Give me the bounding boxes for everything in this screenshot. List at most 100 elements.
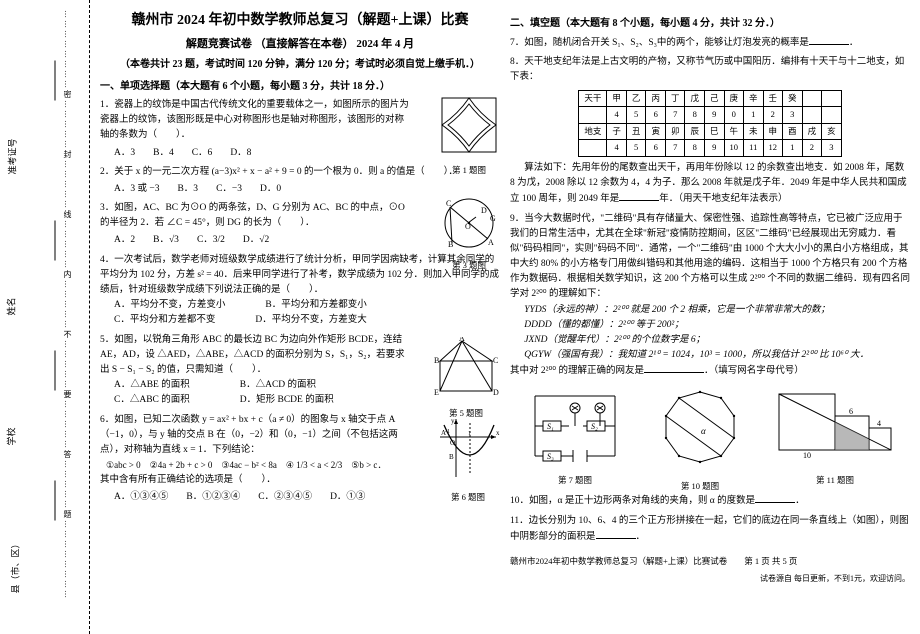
q11-caption: 第 11 题图 xyxy=(775,474,895,488)
q9-line4: QGYW（强国有我）：我知道 2¹⁰ = 1024，10³ = 1000，所以我… xyxy=(510,348,910,363)
svg-text:D: D xyxy=(493,388,499,397)
question-7: 7．如图，随机闭合开关 S₁、S₂、S₃中的两个，能够让灯泡发亮的概率是． xyxy=(510,35,910,51)
q6-opt-a: A．①③④⑤ xyxy=(114,490,168,505)
svg-text:-1: -1 xyxy=(445,429,450,435)
q5-opt-d: D．矩形 BCDE 的面积 xyxy=(240,393,334,408)
q5-stem: 5．如图，以锐角三角形 ABC 的最长边 BC 为边向外作矩形 BCDE，连结 … xyxy=(100,333,410,379)
q8-blank xyxy=(619,191,659,201)
svg-text:E: E xyxy=(434,388,439,397)
q3-opt-d: D．√2 xyxy=(243,233,269,248)
q4-opt-b: B．平均分和方差都变小 xyxy=(265,298,366,313)
q5-opt-c: C．△ABC 的面积 xyxy=(114,393,190,408)
question-6: 6．如图，已知二次函数 y = ax² + bx + c（a ≠ 0）的图象与 … xyxy=(100,413,500,505)
q10-blank xyxy=(755,493,795,503)
page-right: 二、填空题（本大题有 8 个小题，每小题 4 分，共计 32 分．） 7．如图，… xyxy=(510,10,910,585)
q10-stem: 10．如图，α 是正十边形两条对角线的夹角，则 α 的度数是 xyxy=(510,496,755,506)
section1-title: 一、单项选择题（本大题有 6 个小题，每小题 3 分，共计 18 分．） xyxy=(100,79,500,95)
q3-stem: 3．如图，AC、BC 为⊙O 的两条弦，D、G 分别为 AC、BC 的中点，⊙O… xyxy=(100,201,410,231)
seal-line-text: ……………………密……………封……………线……………内……………不……………要…… xyxy=(62,10,73,610)
footer-right: 试卷源自 每日更新，不到1元，欢迎访问。 xyxy=(510,573,910,586)
q2-opt-a: A．3 或 −3 xyxy=(114,182,159,197)
q3-opt-c: C．3/2 xyxy=(197,233,225,248)
q7-figure: S₁ S₂ S₃ 第 7 题图 xyxy=(525,386,625,494)
q2-opt-c: C．−3 xyxy=(216,182,242,197)
section2-title: 二、填空题（本大题有 8 个小题，每小题 4 分，共计 32 分．） xyxy=(510,16,910,32)
page-left: 赣州市 2024 年初中数学教师总复习（解题+上课）比赛 解题竞赛试卷 （直接解… xyxy=(100,10,500,509)
question-1: 1．瓷器上的纹饰是中国古代传统文化的重要载体之一，如图所示的图片为瓷器上的纹饰，… xyxy=(100,98,500,161)
table-row: 4567890123 xyxy=(579,107,841,124)
q4-opt-c: C．平均分和方差都不变 xyxy=(114,313,215,328)
table-row: 456789101112123 xyxy=(579,140,841,157)
q3-opt-a: A．2 xyxy=(114,233,135,248)
binding-line xyxy=(55,481,56,521)
svg-text:1: 1 xyxy=(468,431,471,437)
svg-text:A: A xyxy=(459,337,465,343)
binding-line xyxy=(55,351,56,391)
svg-text:C: C xyxy=(446,199,451,208)
q9-line1: YYDS（永远的神）：2²⁰⁰ 就是 200 个 2 相乘，它是一个非常非常大的… xyxy=(510,303,910,318)
binding-label-county: 县（市、区） xyxy=(9,539,22,593)
q11-stem: 11．边长分别为 10、6、4 的三个正方形拼接在一起，它们的底边在同一条直线上… xyxy=(510,516,909,542)
page-footer: 赣州市2024年初中数学教师总复习（解题+上课）比赛试卷 第 1 页 共 5 页 xyxy=(510,555,910,569)
q1-stem: 1．瓷器上的纹饰是中国古代传统文化的重要载体之一，如图所示的图片为瓷器上的纹饰，… xyxy=(100,98,410,144)
binding-margin: 县（市、区） 学校 姓名 准考证号 ……………………密……………封……………线…… xyxy=(0,0,90,634)
q1-opt-d: D．8 xyxy=(230,146,251,161)
q10-figure: α 第 10 题图 xyxy=(655,386,745,494)
svg-text:B: B xyxy=(448,240,453,249)
question-4: 4．一次考试后，数学老师对班级数学成绩进行了统计分析，甲同学因病缺考，计算其余同… xyxy=(100,253,500,329)
q4-options: A．平均分不变，方差变小 B．平均分和方差都变小 C．平均分和方差都不变 D．平… xyxy=(114,298,500,328)
svg-text:A: A xyxy=(488,238,494,247)
q2-opt-d: D．0 xyxy=(260,182,281,197)
question-8: 8．天干地支纪年法是上古文明的产物，又称节气历或中国阳历．编排有十天干与十二地支… xyxy=(510,55,910,207)
q5-figure: A B C D E 第 5 题图 xyxy=(432,337,500,421)
q5-opt-a: A．△ABE 的面积 xyxy=(114,378,190,393)
q8-stem: 8．天干地支纪年法是上古文明的产物，又称节气历或中国阳历．编排有十天干与十二地支… xyxy=(510,55,910,85)
svg-text:x: x xyxy=(496,429,500,437)
binding-label-school: 学校 xyxy=(5,427,18,445)
q6-stem: 6．如图，已知二次函数 y = ax² + bx + c（a ≠ 0）的图象与 … xyxy=(100,413,410,459)
question-5: 5．如图，以锐角三角形 ABC 的最长边 BC 为边向外作矩形 BCDE，连结 … xyxy=(100,333,500,409)
q2-stem: 2．关于 x 的一元二次方程 (a−3)x² + x − a² + 9 = 0 … xyxy=(100,165,500,180)
svg-text:10: 10 xyxy=(803,451,811,460)
binding-line xyxy=(55,221,56,261)
table-row: 地支子丑寅卯辰巳午未申酉戌亥 xyxy=(579,123,841,140)
q4-opt-d: D．平均分不变，方差变大 xyxy=(255,313,366,328)
q9-blank xyxy=(644,363,704,373)
svg-text:S₁: S₁ xyxy=(547,422,554,431)
q10-caption: 第 10 题图 xyxy=(655,480,745,494)
svg-text:C: C xyxy=(493,356,498,365)
question-3: 3．如图，AC、BC 为⊙O 的两条弦，D、G 分别为 AC、BC 的中点，⊙O… xyxy=(100,201,500,249)
svg-text:B: B xyxy=(449,453,454,461)
q2-opt-b: B．3 xyxy=(177,182,198,197)
q9-p1: 9．当今大数据时代，"二维码"具有存储量大、保密性强、追踪性高等特点，它已被广泛… xyxy=(510,212,910,303)
svg-text:y: y xyxy=(451,417,455,425)
q7-caption: 第 7 题图 xyxy=(525,474,625,488)
svg-text:D: D xyxy=(481,206,487,215)
q4-opt-a: A．平均分不变，方差变小 xyxy=(114,298,225,313)
q11-blank xyxy=(596,529,636,539)
q1-opt-a: A．3 xyxy=(114,146,135,161)
svg-text:S₂: S₂ xyxy=(591,422,598,431)
q4-stem: 4．一次考试后，数学老师对班级数学成绩进行了统计分析，甲同学因病缺考，计算其余同… xyxy=(100,253,500,299)
figures-row: S₁ S₂ S₃ 第 7 题图 α 第 10 题图 xyxy=(510,386,910,494)
q7-stem: 7．如图，随机闭合开关 S₁、S₂、S₃中的两个，能够让灯泡发亮的概率是 xyxy=(510,38,809,48)
svg-text:6: 6 xyxy=(849,407,853,416)
q1-opt-c: C．6 xyxy=(192,146,213,161)
svg-text:O: O xyxy=(450,439,455,447)
q6-figure: x y A O B -1 1 第 6 题图 xyxy=(436,415,500,505)
exam-meta: （本卷共计 23 题，考试时间 120 分钟，满分 120 分；考试时必须自觉上… xyxy=(100,57,500,73)
binding-label-id: 准考证号 xyxy=(6,138,19,174)
q9-line3: JXND（觉醒年代）：2²⁰⁰ 的个位数字是 6； xyxy=(510,333,910,348)
svg-text:α: α xyxy=(701,426,706,436)
q6-opt-d: D．①③ xyxy=(330,490,365,505)
footer-left: 赣州市2024年初中数学教师总复习（解题+上课）比赛试卷 第 1 页 共 5 页 xyxy=(510,555,797,569)
svg-text:G: G xyxy=(490,214,496,223)
svg-text:B: B xyxy=(434,356,439,365)
table-row: 天干甲乙丙丁戊己庚辛壬癸 xyxy=(579,90,841,107)
q6-caption: 第 6 题图 xyxy=(436,491,500,505)
q8-para1: 算法如下：先用年份的尾数查出天干，再用年份除以 12 的余数查出地支．如 200… xyxy=(510,161,910,208)
q11-figure: 10 6 4 第 11 题图 xyxy=(775,386,895,494)
q9-line2: DDDD（懂的都懂）：2²⁰⁰ 等于 200²； xyxy=(510,318,910,333)
question-9: 9．当今大数据时代，"二维码"具有存储量大、保密性强、追踪性高等特点，它已被广泛… xyxy=(510,212,910,380)
binding-line xyxy=(55,61,56,101)
